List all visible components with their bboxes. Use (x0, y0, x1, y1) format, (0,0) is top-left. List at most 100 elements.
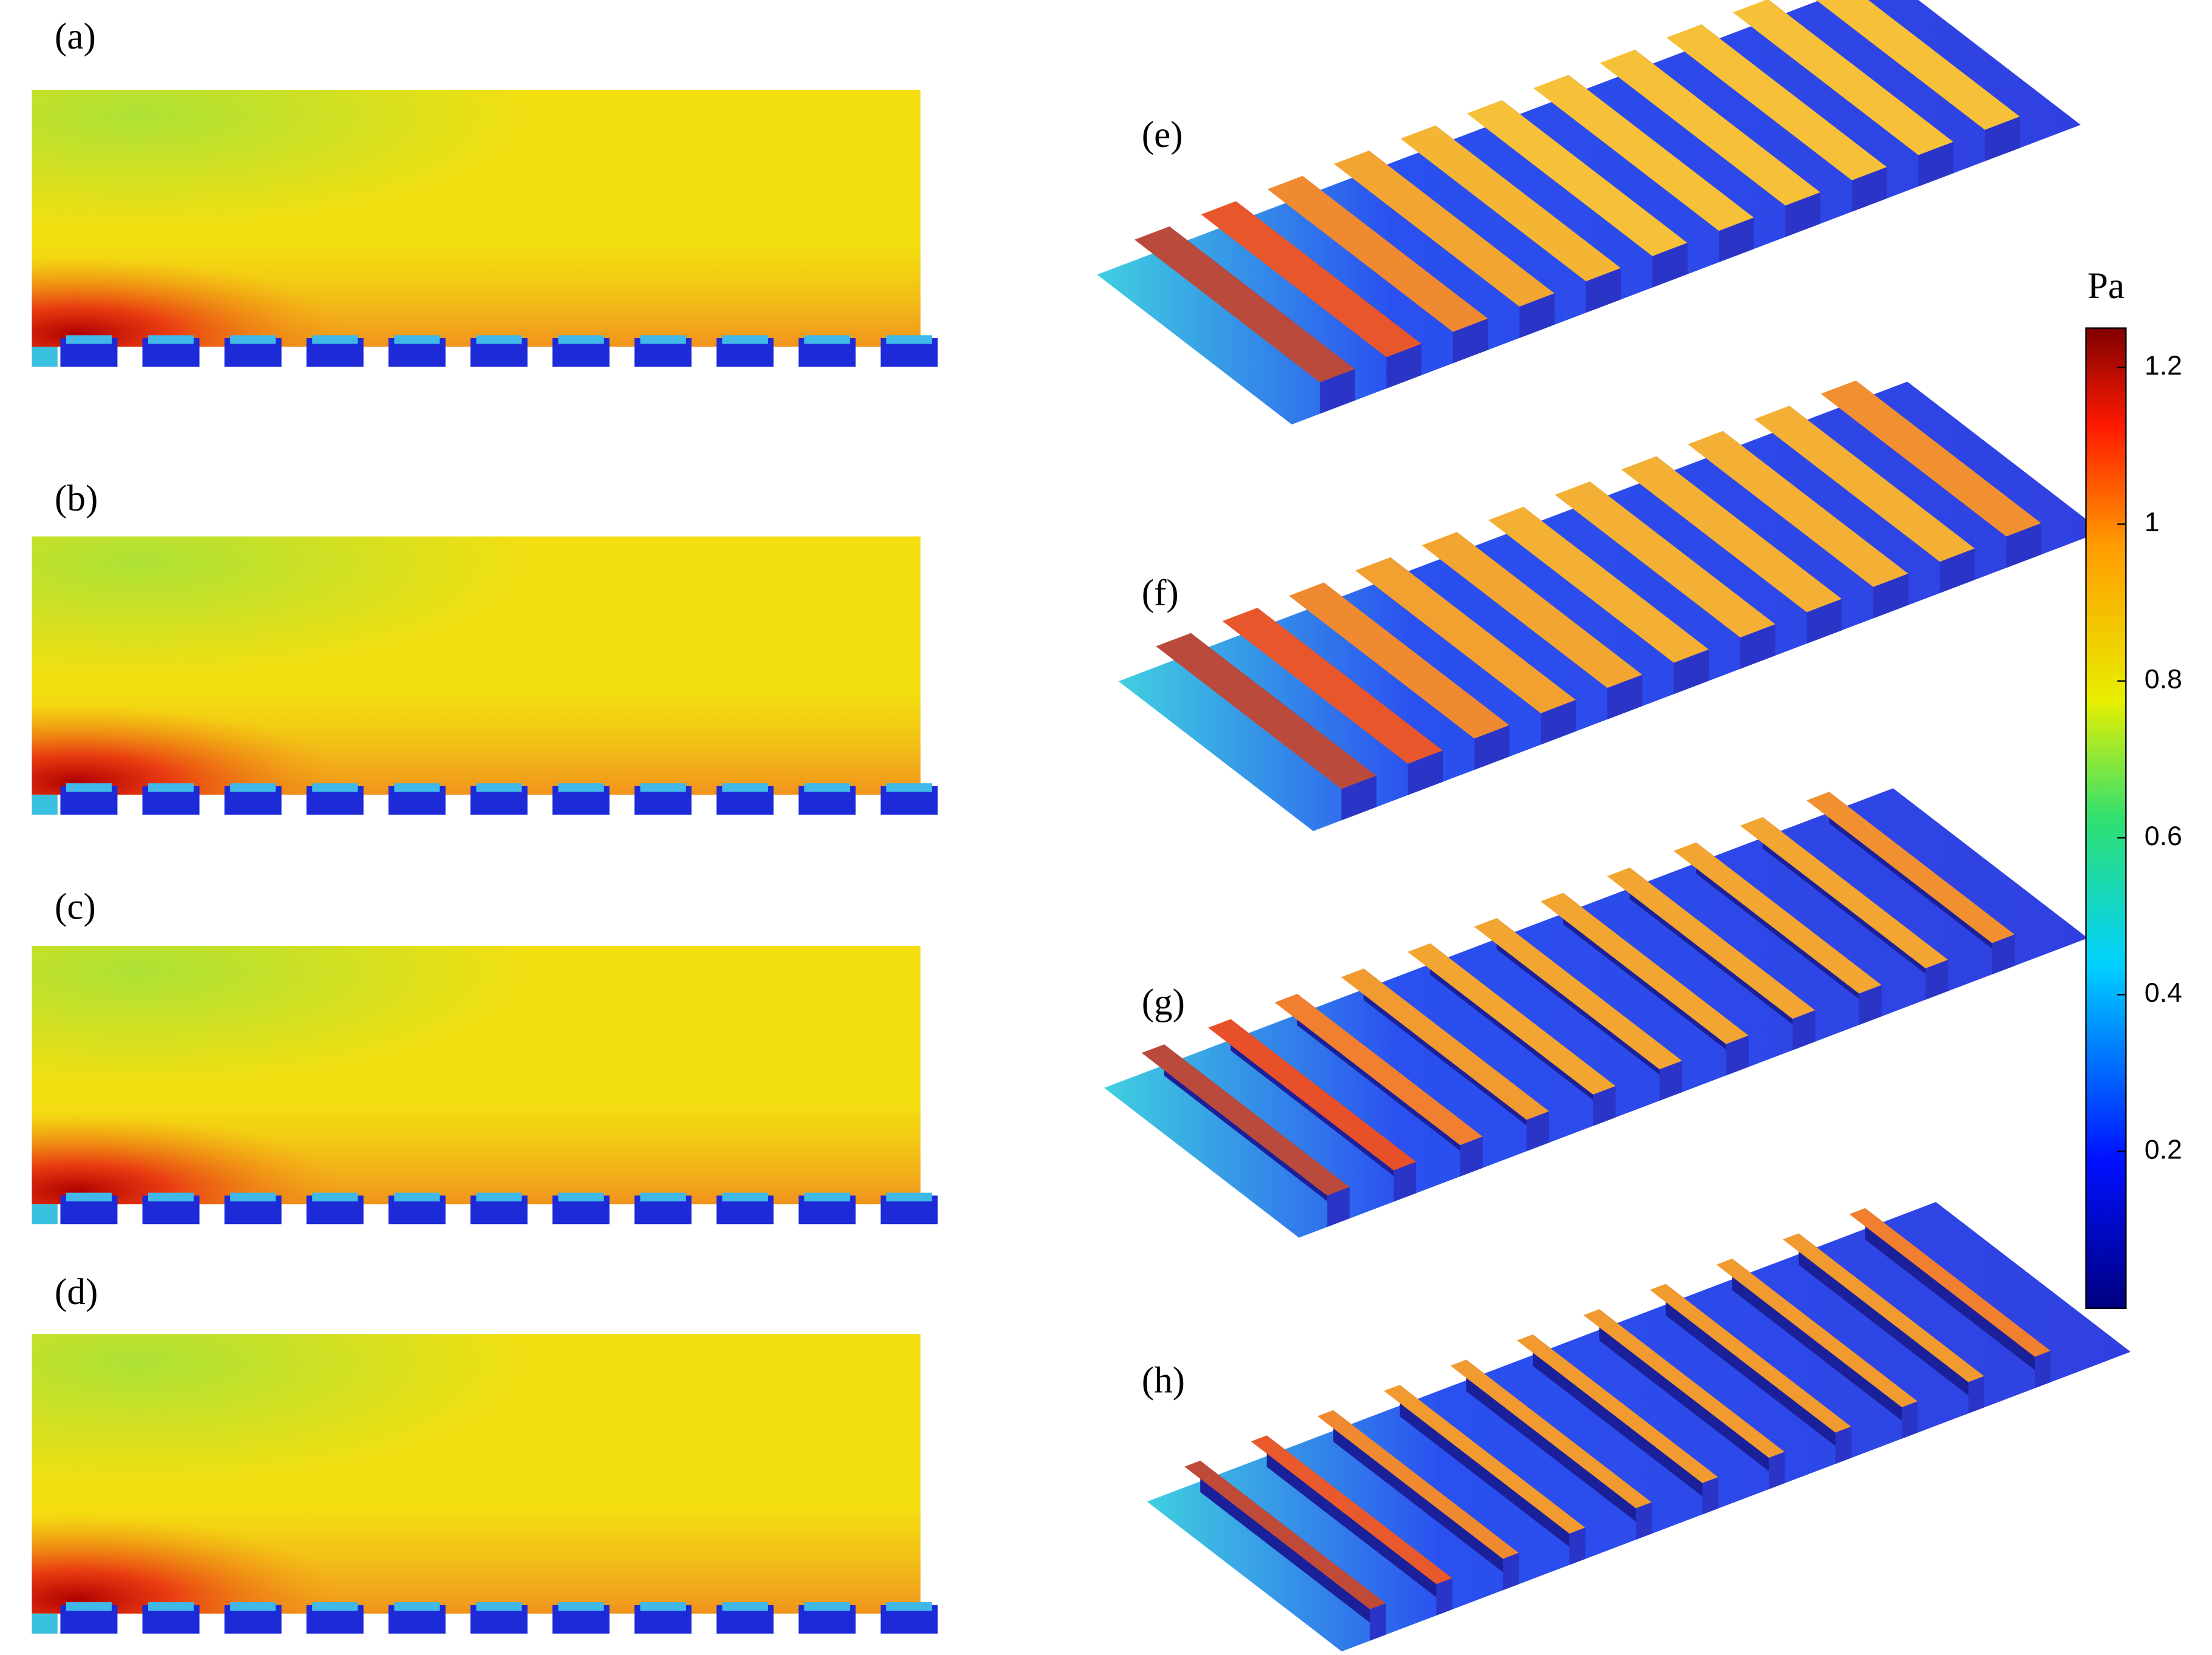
fin-end (1369, 1603, 1386, 1641)
fin-top (394, 1192, 440, 1201)
fin-top (1666, 24, 1887, 181)
fin-top (804, 783, 850, 792)
inlet (32, 347, 58, 367)
fin-top (1355, 557, 1576, 713)
fin-top (722, 1602, 768, 1611)
fin-end (1718, 217, 1754, 262)
fin-end (1541, 699, 1576, 745)
fin-end (1386, 344, 1422, 389)
fin-top (476, 783, 522, 792)
fin-top (558, 335, 604, 344)
fin-end (1408, 750, 1443, 795)
fin-top (1135, 226, 1355, 382)
fin-top (640, 783, 686, 792)
fin-top (1649, 1283, 1851, 1433)
fin-top (640, 1602, 686, 1611)
fin-top (1184, 1460, 1386, 1609)
fin-end (1835, 1426, 1851, 1464)
fin-end (1327, 1187, 1350, 1227)
fin-top (1422, 532, 1643, 688)
fin-panels (1097, 0, 2131, 1652)
fin-top (230, 335, 276, 344)
fin-end (1635, 1502, 1652, 1540)
fin-top (230, 783, 276, 792)
panel-label: (b) (55, 478, 98, 519)
fin-top (1222, 608, 1443, 764)
fin-top (558, 783, 604, 792)
fin-top (1141, 1044, 1350, 1196)
fin-top (1740, 817, 1949, 968)
fin-end (2006, 523, 2041, 568)
fin-top (312, 1602, 358, 1611)
fin-top (148, 335, 194, 344)
contour-panel (32, 946, 938, 1225)
fin-top (312, 1192, 358, 1201)
fin-end (1968, 1376, 1984, 1414)
fin-top (1208, 1019, 1416, 1171)
inlet (32, 794, 58, 815)
fin-top (312, 335, 358, 344)
fin-end (1593, 1086, 1616, 1126)
fin-end (1341, 775, 1377, 821)
inlet (32, 1613, 58, 1634)
colorbar-scale (2085, 327, 2127, 1310)
fin-top (1516, 1334, 1718, 1483)
fin-top (66, 1602, 112, 1611)
fin-top (394, 335, 440, 344)
fin-panel (1118, 380, 2102, 831)
fin-end (1984, 116, 2020, 161)
fin-top (886, 1602, 932, 1611)
fin-top (1274, 994, 1483, 1146)
fin-top (640, 1192, 686, 1201)
fin-end (1992, 934, 2015, 975)
fin-top (1607, 868, 1816, 1019)
fin-top (476, 335, 522, 344)
fin-end (1807, 599, 1842, 644)
fin-end (1902, 1401, 1918, 1439)
fin-end (1768, 1452, 1785, 1489)
fin-end (1393, 1161, 1416, 1202)
fin-top (66, 783, 112, 792)
fin-top (1583, 1309, 1785, 1458)
fin-top (1600, 49, 1820, 206)
fin-end (1859, 985, 1882, 1025)
fin-top (1754, 406, 1975, 562)
fin-top (1317, 1410, 1519, 1559)
fin-top (1820, 380, 2041, 537)
fin-end (1785, 192, 1820, 237)
fin-top (1816, 0, 2020, 130)
field-red (32, 946, 921, 1205)
fin-top (1267, 175, 1488, 332)
fin-end (1659, 1061, 1683, 1101)
fin-top (886, 1192, 932, 1201)
fin-top (66, 335, 112, 344)
fin-top (66, 1192, 112, 1201)
fin-top (1341, 968, 1549, 1120)
fin-top (1688, 430, 1908, 587)
fin-end (1851, 167, 1887, 212)
colorbar-title: Pa (2088, 266, 2125, 307)
contour-panels (32, 90, 938, 1634)
panel-label: (e) (1142, 115, 1183, 155)
fin-end (1474, 725, 1510, 770)
fin-top (722, 335, 768, 344)
fin-top (1450, 1359, 1652, 1509)
fin-top (1533, 75, 1754, 231)
fin-top (1555, 481, 1776, 637)
colorbar-tick-label: 0.4 (2145, 978, 2182, 1008)
fin-end (1873, 573, 1908, 619)
fin-top (148, 783, 194, 792)
fin-top (558, 1602, 604, 1611)
fin-top (1383, 1385, 1586, 1534)
field-red (32, 90, 921, 347)
panel-label: (c) (55, 886, 96, 927)
colorbar-tick-label: 0.8 (2145, 664, 2182, 694)
fin-top (1400, 125, 1621, 282)
fin-end (1320, 369, 1355, 414)
fin-top (148, 1192, 194, 1201)
fin-top (230, 1192, 276, 1201)
fin-panel (1147, 1201, 2131, 1652)
contour-panel (32, 1334, 938, 1634)
fin-top (804, 1192, 850, 1201)
